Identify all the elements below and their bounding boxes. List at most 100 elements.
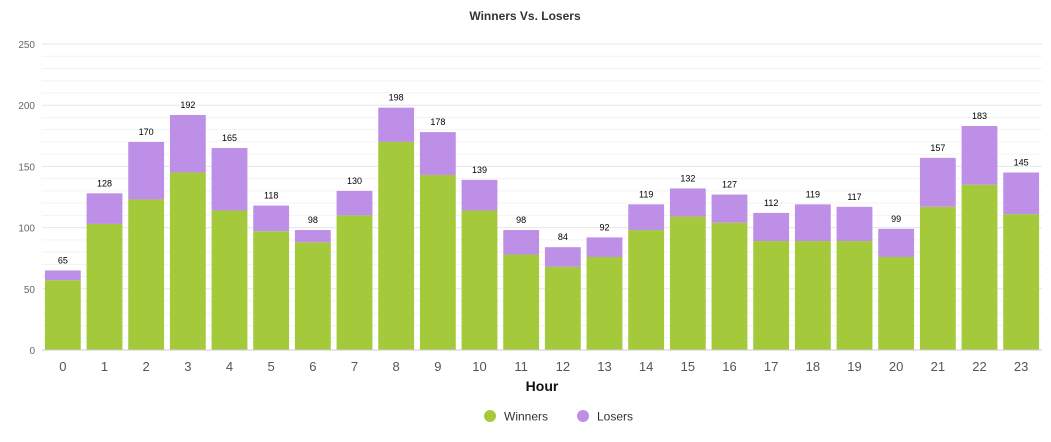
bar-winners-hour-13 (586, 256, 623, 350)
data-label-total: 112 (764, 198, 778, 208)
bar-winners-hour-22 (961, 184, 998, 350)
x-tick-label: 12 (556, 359, 570, 374)
data-label-total: 127 (722, 180, 737, 190)
data-label-total: 132 (680, 173, 695, 183)
bar-winners-hour-21 (919, 206, 956, 350)
x-tick-label: 6 (309, 359, 316, 374)
y-tick-label: 0 (29, 346, 35, 357)
data-label-total: 98 (308, 215, 318, 225)
bar-winners-hour-17 (753, 241, 790, 350)
x-tick-label: 22 (972, 359, 986, 374)
bar-losers-hour-14 (628, 204, 665, 231)
x-tick-label: 20 (889, 359, 903, 374)
x-tick-label: 2 (143, 359, 150, 374)
bar-winners-hour-18 (794, 241, 831, 350)
y-tick-label: 150 (18, 162, 35, 173)
x-tick-label: 8 (393, 359, 400, 374)
bar-losers-hour-2 (128, 141, 165, 200)
data-label-total: 98 (516, 215, 526, 225)
data-label-total: 192 (180, 100, 195, 110)
x-tick-label: 3 (184, 359, 191, 374)
bar-losers-hour-18 (794, 204, 831, 242)
data-label-total: 183 (972, 111, 987, 121)
legend-marker-winners (484, 410, 496, 422)
bar-winners-hour-4 (211, 210, 248, 350)
bar-winners-hour-1 (86, 223, 123, 350)
bar-losers-hour-0 (44, 270, 81, 281)
bar-losers-hour-21 (919, 157, 956, 207)
data-label-total: 65 (58, 255, 68, 265)
bar-winners-hour-15 (669, 216, 706, 350)
x-tick-label: 23 (1014, 359, 1028, 374)
bar-losers-hour-13 (586, 237, 623, 257)
bar-winners-hour-8 (378, 141, 415, 350)
bar-losers-hour-20 (878, 228, 915, 257)
bar-winners-hour-19 (836, 241, 873, 350)
data-label-total: 119 (639, 189, 653, 199)
bar-winners-hour-0 (44, 280, 81, 350)
bar-winners-hour-14 (628, 230, 665, 350)
bar-winners-hour-9 (419, 174, 456, 350)
bar-winners-hour-20 (878, 256, 915, 350)
x-tick-label: 13 (597, 359, 611, 374)
bar-losers-hour-1 (86, 193, 123, 224)
x-tick-label: 5 (268, 359, 275, 374)
bar-losers-hour-9 (419, 132, 456, 175)
y-tick-label: 50 (24, 285, 36, 296)
y-tick-label: 250 (18, 40, 35, 51)
x-tick-label: 1 (101, 359, 108, 374)
x-tick-label: 0 (59, 359, 66, 374)
bar-losers-hour-10 (461, 179, 498, 211)
data-labels: 65 128 170 192 165 118 98 130 198 178 139 98 84 92 119… (58, 93, 1029, 266)
bars (44, 107, 1040, 350)
grid (42, 43, 1042, 339)
bar-losers-hour-23 (1003, 172, 1040, 215)
bar-losers-hour-19 (836, 206, 873, 242)
x-axis-label: Hour (526, 378, 559, 394)
x-tick-label: 4 (226, 359, 233, 374)
x-tick-label: 15 (681, 359, 695, 374)
x-tick-label: 19 (847, 359, 861, 374)
bar-losers-hour-8 (378, 107, 415, 142)
data-label-total: 99 (891, 214, 901, 224)
y-tick-label: 200 (18, 101, 35, 112)
data-label-total: 198 (389, 93, 404, 103)
data-label-total: 92 (599, 222, 609, 232)
data-label-total: 157 (930, 143, 945, 153)
data-label-total: 178 (430, 117, 445, 127)
x-tick-label: 7 (351, 359, 358, 374)
data-label-total: 165 (222, 133, 237, 143)
bar-winners-hour-11 (503, 254, 540, 350)
bar-winners-hour-3 (169, 172, 206, 350)
bar-winners-hour-23 (1003, 214, 1040, 350)
x-tick-label: 17 (764, 359, 778, 374)
x-tick-label: 10 (472, 359, 486, 374)
x-axis-ticks: 0 1 2 3 4 5 6 7 8 9 10 11 12 13 14 15 16 17 18 19 20 21 22 23 (59, 359, 1028, 374)
x-tick-label: 21 (931, 359, 945, 374)
data-label-total: 117 (847, 192, 861, 202)
bar-winners-hour-12 (544, 266, 581, 350)
legend-label-winners[interactable]: Winners (504, 410, 548, 424)
data-label-total: 170 (139, 127, 154, 137)
data-label-total: 139 (472, 165, 487, 175)
y-axis-ticks: 0 50 100 150 200 250 (18, 40, 35, 357)
bar-losers-hour-16 (711, 194, 748, 223)
y-tick-label: 100 (18, 224, 35, 235)
x-tick-label: 16 (722, 359, 736, 374)
data-label-total: 145 (1014, 158, 1029, 168)
bar-winners-hour-2 (128, 199, 165, 350)
data-label-total: 118 (264, 191, 278, 201)
data-label-total: 119 (806, 189, 820, 199)
bar-winners-hour-10 (461, 210, 498, 350)
bar-losers-hour-15 (669, 188, 706, 217)
bar-losers-hour-4 (211, 148, 248, 211)
legend-label-losers[interactable]: Losers (597, 410, 633, 424)
bar-losers-hour-7 (336, 190, 373, 216)
legend-marker-losers (577, 410, 589, 422)
bar-winners-hour-6 (294, 242, 331, 350)
bar-losers-hour-3 (169, 114, 206, 173)
legend: Winners Losers (484, 410, 633, 424)
x-tick-label: 18 (806, 359, 820, 374)
bar-winners-hour-16 (711, 222, 748, 350)
